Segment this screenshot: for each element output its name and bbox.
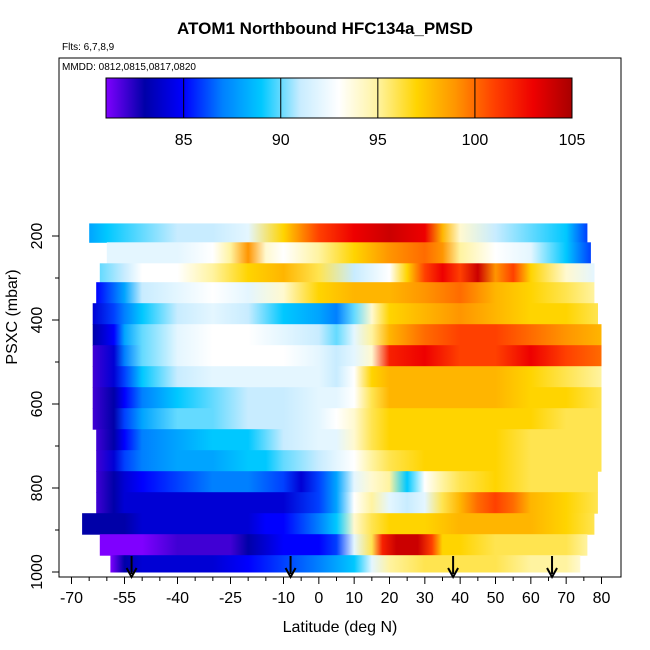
y-axis-title: PSXC (mbar) [4,269,21,364]
heatmap-row [96,471,598,493]
x-tick-label: 40 [451,590,469,607]
x-tick-label: -10 [272,590,295,607]
x-tick-label: 50 [487,590,505,607]
x-tick-label: 10 [345,590,363,607]
y-tick-label: 400 [29,307,46,334]
x-tick-label: -40 [166,590,189,607]
colorbar-tick-label: 100 [462,132,489,149]
colorbar-gradient [105,77,573,119]
heatmap-row [110,555,581,573]
heatmap-row [106,242,591,264]
heatmap-row [92,408,602,430]
colorbar-tick-label: 90 [272,132,290,149]
heatmap-row [92,324,602,346]
y-tick-label: 600 [29,391,46,418]
x-axis: -70 -55 -40 -25 -10 0 10 20 30 40 50 60 70 80 [60,577,611,607]
heatmap-row [92,345,602,367]
flights-subtitle: Flts: 6,7,8,9 [62,42,115,53]
heatmap-row [96,282,595,304]
x-tick-label: 80 [593,590,611,607]
y-tick-label: 1000 [29,554,46,590]
x-axis-title: Latitude (deg N) [283,619,398,636]
colorbar-tick-label: 85 [175,132,193,149]
heatmap-cells [82,223,602,573]
x-tick-label: 20 [381,590,399,607]
profile-marker-arrow [125,567,138,580]
x-tick-label: 60 [522,590,540,607]
x-tick-label: -70 [60,590,83,607]
chart-title: ATOM1 Northbound HFC134a_PMSD [177,19,473,38]
x-tick-label: 70 [557,590,575,607]
heatmap-row [89,223,588,243]
colorbar-tick-label: 105 [559,132,586,149]
heatmap-row [99,263,595,283]
profile-marker-arrow [447,567,459,580]
profile-marker-arrow [546,567,558,580]
profile-marker-arrow [284,567,297,580]
heatmap-row [96,429,602,451]
heatmap-row [96,450,602,472]
y-axis: 200 400 600 800 1000 [29,223,59,590]
dates-subtitle: MMDD: 0812,0815,0817,0820 [62,62,196,73]
x-tick-label: 0 [314,590,323,607]
heatmap-row [99,534,588,556]
y-tick-label: 800 [29,475,46,502]
x-tick-label: -55 [113,590,136,607]
colorbar-tick-label: 95 [369,132,387,149]
plot-frame [58,57,622,578]
x-tick-label: -25 [219,590,242,607]
heatmap-row [92,303,598,325]
heatmap-row [82,513,595,535]
y-tick-label: 200 [29,223,46,250]
heatmap-row [96,492,598,514]
heatmap-row [92,387,602,409]
heatmap-row [92,366,602,388]
profile-markers [125,556,558,580]
colorbar: 85 90 95 100 105 [105,77,586,149]
x-tick-label: 30 [416,590,434,607]
